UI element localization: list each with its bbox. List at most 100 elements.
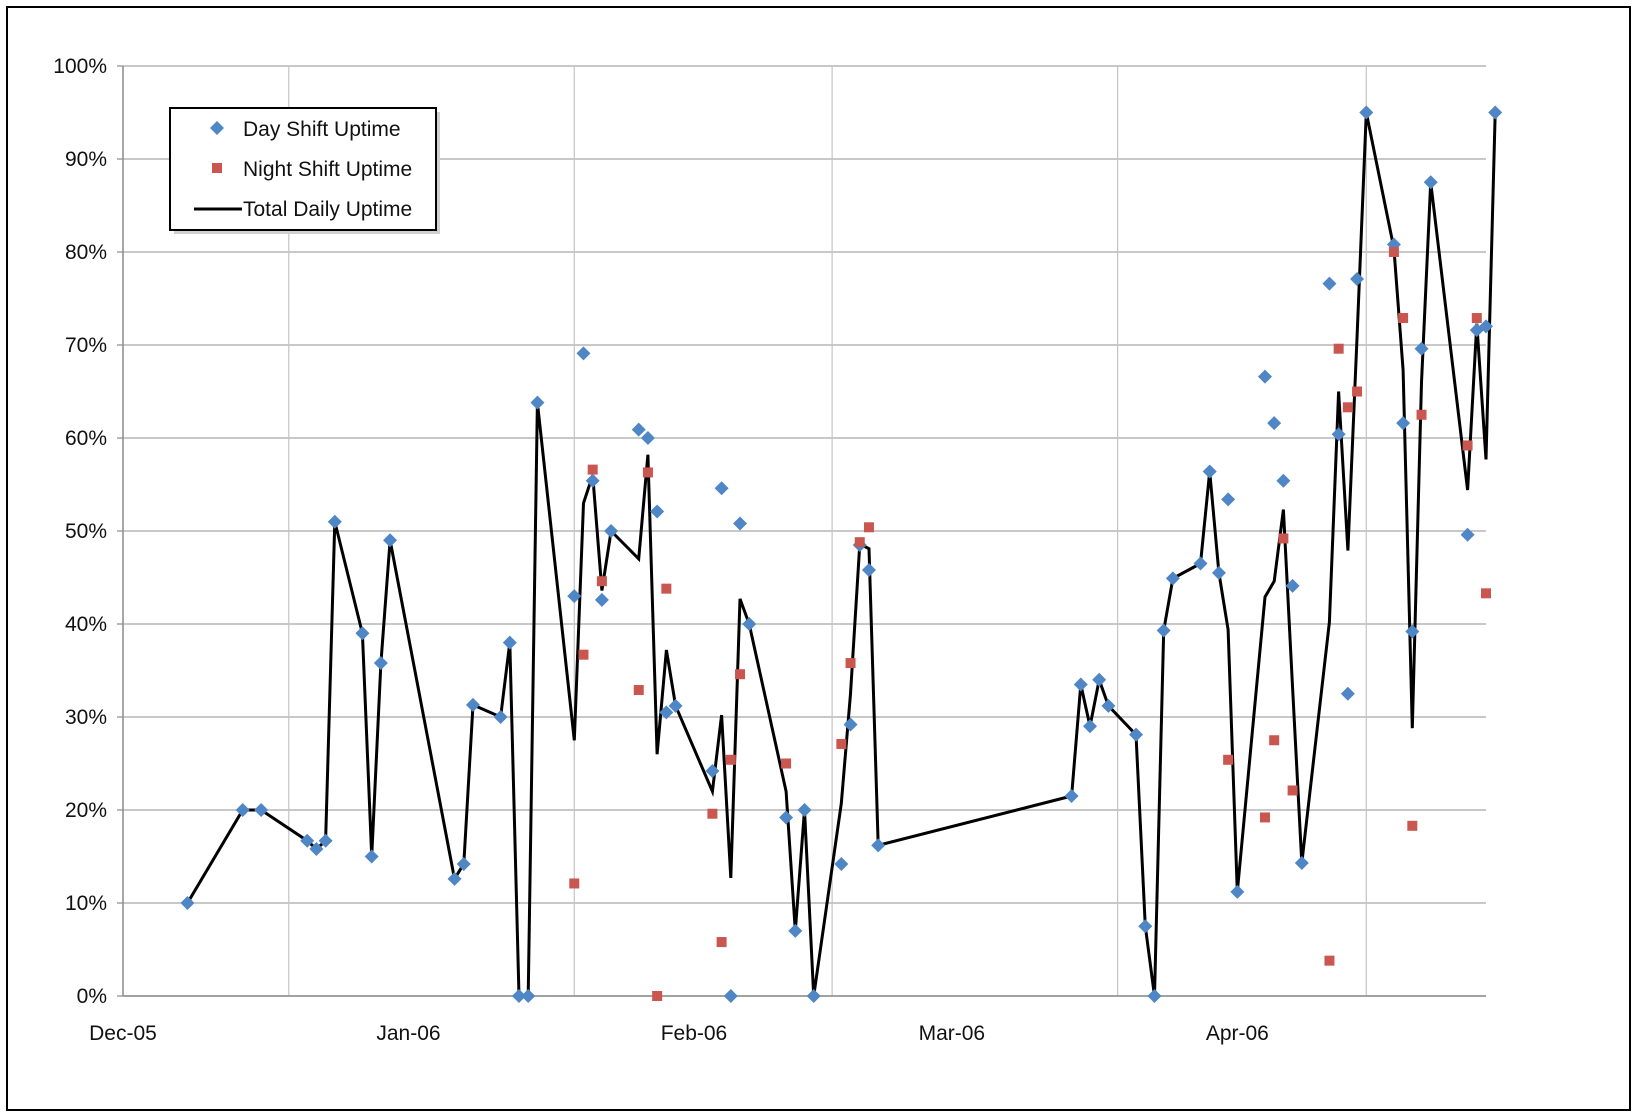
day-shift-uptime-point xyxy=(1294,856,1309,871)
night-shift-uptime-point xyxy=(1407,820,1418,831)
night-shift-uptime-point xyxy=(1471,313,1482,324)
legend-total-label: Total Daily Uptime xyxy=(243,198,412,221)
day-shift-uptime-point xyxy=(364,849,379,864)
legend: Day Shift Uptime Night Shift Uptime Tota… xyxy=(169,107,440,234)
day-shift-uptime-point xyxy=(502,635,517,650)
day-shift-uptime-point xyxy=(659,705,674,720)
day-shift-uptime-point xyxy=(861,563,876,578)
day-shift-uptime-point xyxy=(604,524,619,538)
night-shift-uptime-point xyxy=(1398,313,1409,324)
night-shift-uptime-point xyxy=(1481,588,1491,599)
day-shift-uptime-point xyxy=(1092,672,1107,687)
night-shift-uptime-point xyxy=(1342,402,1353,413)
night-shift-uptime-point xyxy=(735,669,746,680)
day-shift-uptime-point xyxy=(1488,105,1503,120)
day-shift-uptime-point xyxy=(871,838,886,853)
day-shift-uptime-point xyxy=(1331,427,1346,442)
day-shift-uptime-point xyxy=(512,989,527,1003)
total-daily-uptime-line xyxy=(186,112,1497,998)
day-shift-uptime-point xyxy=(567,589,582,604)
day-shift-uptime-point xyxy=(1129,727,1144,742)
day-shift-uptime-point xyxy=(300,833,315,848)
day-shift-uptime-point xyxy=(1405,624,1420,639)
x-tick-label: Jan-06 xyxy=(376,1022,440,1045)
night-shift-uptime-point xyxy=(596,576,607,587)
day-shift-uptime-point xyxy=(1165,571,1180,586)
day-shift-uptime-point xyxy=(1322,276,1337,291)
day-shift-uptime-point xyxy=(373,656,388,671)
night-shift-uptime-point xyxy=(707,808,718,819)
day-shift-uptime-point xyxy=(779,810,794,825)
day-shift-uptime-point xyxy=(723,989,738,1003)
day-shift-uptime-point xyxy=(318,833,333,848)
night-shift-uptime-point xyxy=(1416,409,1427,420)
day-shift-uptime-point xyxy=(705,763,720,778)
day-shift-uptime-point xyxy=(180,896,195,910)
day-shift-uptime-point xyxy=(493,710,508,724)
day-shift-uptime-point xyxy=(631,422,646,437)
x-tick-label: Feb-06 xyxy=(661,1022,728,1045)
axis-layer: 0% 10% 20% 30% 40% 50% 60% 70% 80% 90% 100% Dec-05 J… xyxy=(53,55,1486,1045)
day-shift-uptime-point xyxy=(1101,698,1116,713)
day-shift-uptime-point xyxy=(797,803,812,817)
day-shift-uptime-point xyxy=(1202,464,1217,479)
chart-frame: 0% 10% 20% 30% 40% 50% 60% 70% 80% 90% 100% Dec-05 J… xyxy=(6,6,1631,1111)
night-shift-uptime-point xyxy=(1287,785,1298,796)
day-shift-uptime-point xyxy=(1414,341,1429,356)
day-shift-uptime-point xyxy=(1276,473,1291,488)
day-shift-uptime-point xyxy=(1073,677,1088,692)
night-shift-uptime-point xyxy=(1324,955,1335,966)
y-tick-label: 40% xyxy=(65,613,107,636)
y-tick-label: 60% xyxy=(65,427,107,450)
day-shift-uptime-point xyxy=(309,842,324,857)
day-shift-uptime-point xyxy=(594,592,609,607)
night-shift-uptime-point xyxy=(725,754,736,765)
day-shift-uptime-point xyxy=(1064,789,1079,804)
day-shift-uptime-point xyxy=(355,626,370,641)
night-shift-uptime-point xyxy=(1462,440,1473,451)
legend-day-marker xyxy=(210,121,224,135)
night-shift-uptime-point xyxy=(578,649,589,660)
day-shift-uptime-point xyxy=(1211,565,1226,580)
day-shift-uptime-point xyxy=(235,803,250,817)
day-shift-uptime-point xyxy=(254,803,269,817)
day-shift-uptime-point xyxy=(1230,884,1245,899)
day-shift-uptime-point xyxy=(668,698,683,713)
y-tick-label: 30% xyxy=(65,706,107,729)
day-shift-uptime-point xyxy=(806,989,821,1003)
night-shift-uptime-point xyxy=(1352,386,1363,397)
night-shift-uptime-point xyxy=(652,991,663,1001)
day-shift-uptime-point xyxy=(1221,492,1236,507)
night-shift-uptime-point xyxy=(863,522,874,533)
day-shift-uptime-point xyxy=(521,989,536,1003)
day-shift-uptime-point xyxy=(585,473,600,488)
night-shift-uptime-point xyxy=(661,583,672,594)
y-tick-label: 10% xyxy=(65,892,107,915)
y-tick-label: 0% xyxy=(77,985,107,1008)
day-shift-uptime-point xyxy=(576,346,591,361)
night-shift-uptime-point xyxy=(569,878,580,889)
y-tick-label: 100% xyxy=(53,55,107,78)
night-shift-uptime-point xyxy=(642,467,653,478)
legend-night-marker xyxy=(212,163,222,173)
x-tick-label: Dec-05 xyxy=(89,1022,157,1045)
day-shift-uptime-point xyxy=(1359,105,1374,120)
day-shift-uptime-point xyxy=(1460,527,1475,542)
day-shift-uptime-point xyxy=(1138,919,1153,934)
day-shift-uptime-point xyxy=(1479,319,1493,334)
y-tick-label: 90% xyxy=(65,148,107,171)
night-shift-uptime-point xyxy=(1259,812,1270,823)
day-shift-uptime-point xyxy=(742,617,757,631)
night-shift-uptime-point xyxy=(781,758,792,769)
day-shift-uptime-point xyxy=(788,923,803,938)
day-shift-uptime-point xyxy=(1193,556,1208,571)
night-shift-uptime-point xyxy=(1278,533,1289,544)
x-tick-label: Apr-06 xyxy=(1206,1022,1269,1045)
day-shift-uptime-point xyxy=(714,481,729,496)
night-shift-uptime-point xyxy=(587,464,598,475)
day-shift-uptime-point xyxy=(383,533,398,548)
day-shift-uptime-point xyxy=(456,856,471,871)
day-shift-uptime-point xyxy=(530,395,545,410)
day-shift-uptime-point xyxy=(1156,623,1171,638)
day-shift-uptime-point xyxy=(843,717,858,732)
